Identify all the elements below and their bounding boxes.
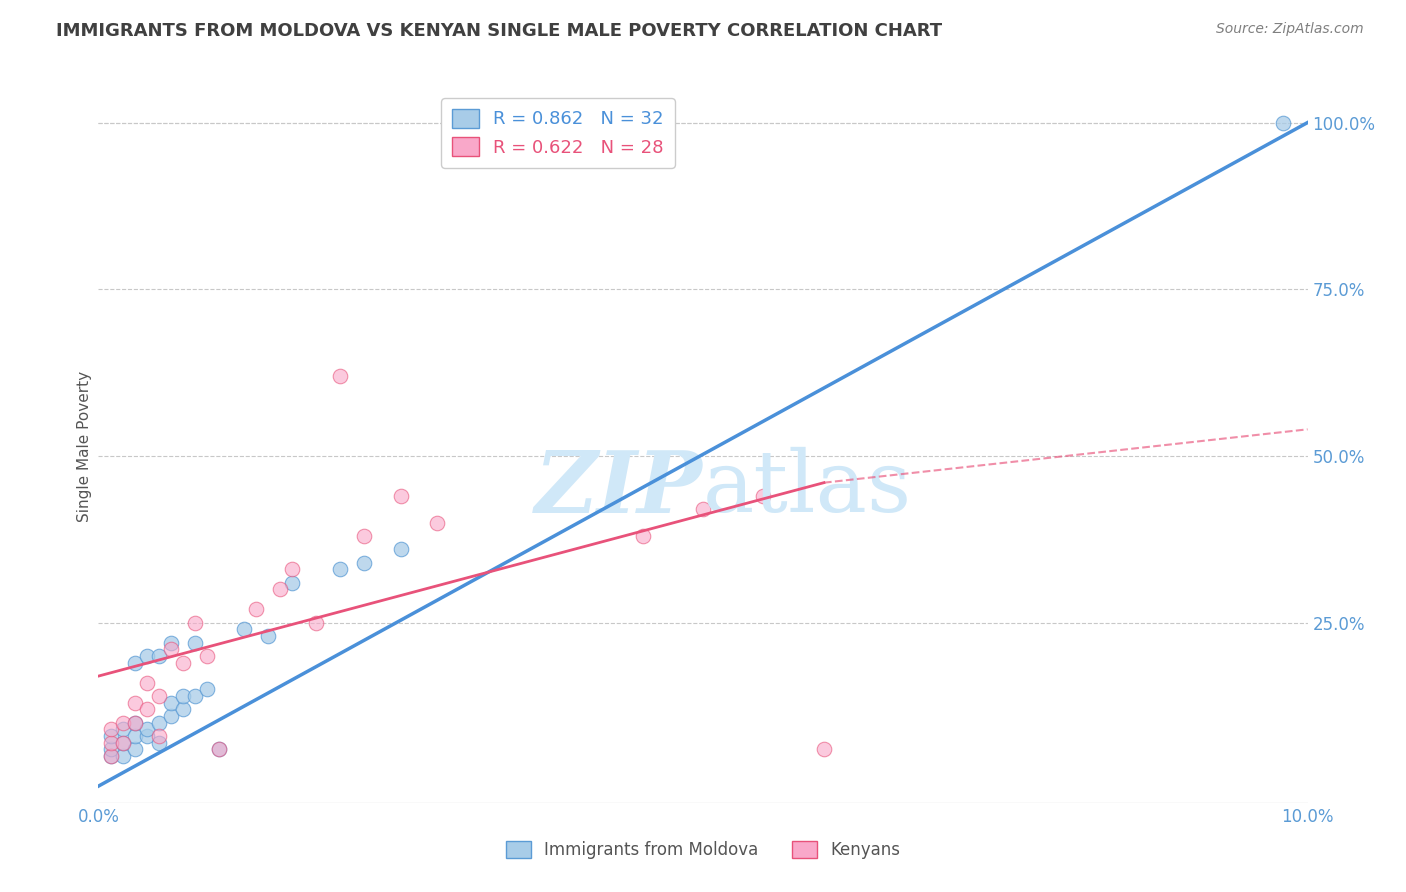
Point bbox=[329, 368, 352, 383]
Point bbox=[100, 749, 122, 764]
Point bbox=[281, 575, 304, 590]
Point bbox=[208, 742, 231, 756]
Point bbox=[160, 636, 183, 650]
Point bbox=[124, 656, 146, 670]
Point bbox=[100, 729, 122, 743]
Point bbox=[148, 649, 170, 664]
Point bbox=[148, 729, 170, 743]
Point bbox=[184, 689, 207, 703]
Point bbox=[269, 582, 291, 597]
Point bbox=[172, 689, 194, 703]
Point bbox=[184, 615, 207, 630]
Point bbox=[124, 696, 146, 710]
Text: IMMIGRANTS FROM MOLDOVA VS KENYAN SINGLE MALE POVERTY CORRELATION CHART: IMMIGRANTS FROM MOLDOVA VS KENYAN SINGLE… bbox=[56, 22, 942, 40]
Point bbox=[148, 689, 170, 703]
Point bbox=[353, 529, 375, 543]
Point bbox=[100, 742, 122, 756]
Point bbox=[692, 502, 714, 516]
Point bbox=[160, 642, 183, 657]
Point bbox=[100, 749, 122, 764]
Point bbox=[135, 649, 157, 664]
Point bbox=[172, 702, 194, 716]
Point bbox=[281, 562, 304, 576]
Point bbox=[305, 615, 328, 630]
Text: ZIP: ZIP bbox=[536, 447, 703, 531]
Point bbox=[752, 489, 775, 503]
Point bbox=[195, 649, 218, 664]
Point bbox=[148, 715, 170, 730]
Point bbox=[135, 723, 157, 737]
Point bbox=[195, 682, 218, 697]
Point bbox=[426, 516, 449, 530]
Point bbox=[389, 489, 412, 503]
Point bbox=[389, 542, 412, 557]
Point bbox=[111, 723, 134, 737]
Point bbox=[329, 562, 352, 576]
Text: Source: ZipAtlas.com: Source: ZipAtlas.com bbox=[1216, 22, 1364, 37]
Point bbox=[160, 696, 183, 710]
Point bbox=[111, 749, 134, 764]
Point bbox=[184, 636, 207, 650]
Point bbox=[256, 629, 278, 643]
Y-axis label: Single Male Poverty: Single Male Poverty bbox=[77, 370, 91, 522]
Point bbox=[124, 742, 146, 756]
Point bbox=[1272, 115, 1295, 129]
Point bbox=[160, 709, 183, 723]
Point bbox=[135, 729, 157, 743]
Point bbox=[353, 556, 375, 570]
Point bbox=[124, 729, 146, 743]
Point bbox=[135, 702, 157, 716]
Point bbox=[111, 736, 134, 750]
Point bbox=[100, 736, 122, 750]
Point bbox=[148, 736, 170, 750]
Point bbox=[111, 715, 134, 730]
Point bbox=[232, 623, 254, 637]
Point bbox=[208, 742, 231, 756]
Point bbox=[100, 723, 122, 737]
Point bbox=[111, 736, 134, 750]
Point bbox=[813, 742, 835, 756]
Point bbox=[631, 529, 654, 543]
Point bbox=[124, 715, 146, 730]
Legend: Immigrants from Moldova, Kenyans: Immigrants from Moldova, Kenyans bbox=[499, 834, 907, 866]
Point bbox=[124, 715, 146, 730]
Point bbox=[172, 656, 194, 670]
Point bbox=[245, 602, 267, 616]
Point bbox=[135, 675, 157, 690]
Text: atlas: atlas bbox=[703, 447, 912, 531]
